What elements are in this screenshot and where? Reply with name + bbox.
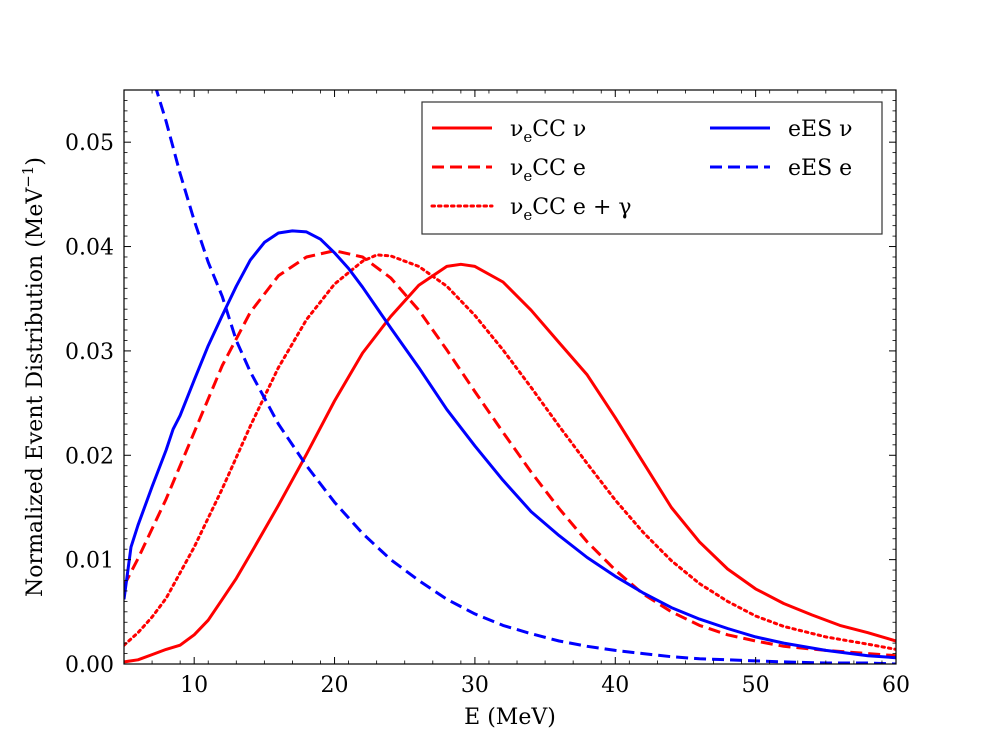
series-line-3-ees- (124, 229, 896, 660)
legend-frame (421, 101, 883, 235)
series-line-0-ecc- (124, 262, 896, 664)
series-line-1-ecc-e (124, 249, 896, 658)
plot-frame (123, 89, 897, 665)
x-tick-label: 10 (180, 673, 208, 698)
legend-label-ecc-e--: νeCC e + γ (510, 195, 632, 224)
series-line-2-ecc-e-- (124, 253, 896, 651)
x-tick-label: 40 (601, 673, 629, 698)
legend: νeCC ν νeCC e νeCC e + γ eES ν eES e (421, 101, 883, 235)
series-layer (124, 90, 896, 664)
x-tick-label: 20 (321, 673, 349, 698)
x-tick-label: 30 (461, 673, 489, 698)
x-axis-label: E (MeV) (464, 705, 556, 730)
legend-label-ees-: eES ν (788, 117, 853, 142)
legend-label-ecc-: νeCC ν (510, 117, 586, 146)
y-tick-label: 0.02 (65, 444, 114, 469)
series-line-4-ees-e (154, 90, 896, 664)
x-tick-label: 50 (742, 673, 770, 698)
y-tick-label: 0.04 (65, 236, 114, 261)
legend-label-ees-e: eES e (788, 156, 852, 181)
y-tick-label: 0.00 (65, 653, 114, 678)
y-axis-label: Normalized Event Distribution (MeV−1) (19, 157, 48, 597)
legend-label-ecc-e: νeCC e (510, 156, 586, 185)
x-tick-label: 60 (882, 673, 910, 698)
y-tick-label: 0.03 (65, 340, 114, 365)
y-tick-label: 0.05 (65, 131, 114, 156)
y-tick-label: 0.01 (65, 549, 114, 574)
ticks-layer: 10 20 30 40 50 60 0.00 0.01 0.02 0.03 0.04 0.05 (65, 89, 910, 698)
